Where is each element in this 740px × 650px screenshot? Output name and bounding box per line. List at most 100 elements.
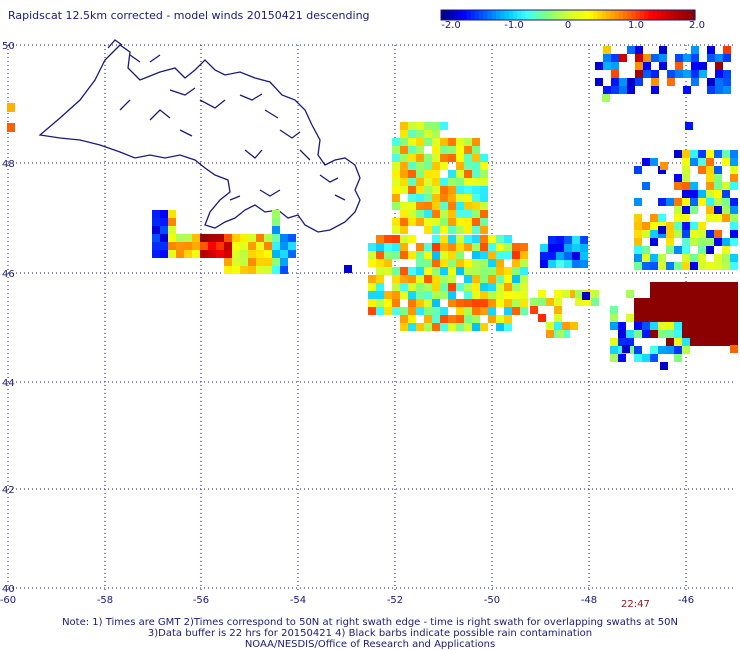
wind-cell xyxy=(416,243,424,251)
wind-cell xyxy=(572,252,580,260)
wind-cell xyxy=(464,259,472,267)
wind-cell xyxy=(408,275,416,283)
wind-cell xyxy=(626,290,634,298)
wind-cell xyxy=(658,282,666,290)
wind-cell xyxy=(480,162,488,170)
wind-cell xyxy=(690,314,698,322)
colorbar-label-1: -2.0 xyxy=(441,20,461,31)
wind-cell xyxy=(548,236,556,244)
wind-cell xyxy=(690,238,698,246)
wind-cell xyxy=(464,226,472,234)
wind-cell xyxy=(674,182,682,190)
wind-cell xyxy=(496,283,504,291)
wind-cell xyxy=(456,315,464,323)
wind-cell xyxy=(691,54,699,62)
wind-cell xyxy=(730,150,738,158)
wind-cell xyxy=(264,258,272,266)
wind-cell xyxy=(464,267,472,275)
wind-cell xyxy=(464,210,472,218)
wind-cell xyxy=(432,235,440,243)
wind-cell xyxy=(464,315,472,323)
wind-cell xyxy=(706,330,714,338)
wind-cell xyxy=(416,291,424,299)
wind-cell xyxy=(618,338,626,346)
wind-cell xyxy=(674,298,682,306)
wind-cell xyxy=(722,198,730,206)
wind-cell xyxy=(456,178,464,186)
wind-cell xyxy=(642,322,650,330)
wind-cell xyxy=(722,182,730,190)
wind-cell xyxy=(456,146,464,154)
wind-cell xyxy=(440,146,448,154)
lat-label: 44 xyxy=(2,378,15,389)
wind-cell xyxy=(546,330,554,338)
wind-cell xyxy=(666,330,674,338)
wind-cell xyxy=(424,122,432,130)
wind-cell xyxy=(480,194,488,202)
wind-cell xyxy=(682,254,690,262)
lon-label: -58 xyxy=(97,595,113,606)
wind-cell xyxy=(256,250,264,258)
lon-label: -54 xyxy=(290,595,306,606)
wind-cell xyxy=(376,307,384,315)
wind-cell xyxy=(546,322,554,330)
wind-cell xyxy=(432,122,440,130)
wind-cell xyxy=(682,158,690,166)
wind-cell xyxy=(232,258,240,266)
wind-cell xyxy=(530,306,538,314)
wind-cell xyxy=(611,78,619,86)
wind-cell xyxy=(556,330,564,338)
wind-cell xyxy=(642,246,650,254)
wind-cell xyxy=(634,330,642,338)
wind-cell xyxy=(496,267,504,275)
wind-cell xyxy=(424,307,432,315)
wind-cell xyxy=(496,243,504,251)
wind-cell xyxy=(392,226,400,234)
wind-cell xyxy=(248,242,256,250)
wind-cell xyxy=(464,202,472,210)
wind-cell xyxy=(603,62,611,70)
wind-cell xyxy=(674,230,682,238)
lon-label: -56 xyxy=(193,595,209,606)
wind-cell xyxy=(408,307,416,315)
wind-cell xyxy=(714,262,722,270)
wind-cell xyxy=(682,174,690,182)
grid-lines xyxy=(7,44,735,590)
wind-cell xyxy=(416,186,424,194)
wind-cell xyxy=(674,330,682,338)
wind-cell xyxy=(392,194,400,202)
wind-cell xyxy=(611,86,619,94)
wind-cell xyxy=(706,290,714,298)
wind-cell xyxy=(512,307,520,315)
wind-cell xyxy=(480,283,488,291)
wind-cell xyxy=(480,243,488,251)
wind-cell xyxy=(706,230,714,238)
wind-cell xyxy=(730,222,738,230)
wind-cell xyxy=(635,46,643,54)
wind-cell xyxy=(384,307,392,315)
wind-cell xyxy=(424,299,432,307)
wind-cell xyxy=(400,275,408,283)
wind-cell xyxy=(642,306,650,314)
wind-cell xyxy=(152,242,160,250)
wind-cell xyxy=(564,236,572,244)
wind-cell xyxy=(408,235,416,243)
wind-cell xyxy=(722,190,730,198)
wind-cell xyxy=(512,243,520,251)
wind-cell xyxy=(706,190,714,198)
wind-cell xyxy=(658,226,666,234)
wind-cell xyxy=(288,242,296,250)
wind-cell xyxy=(416,170,424,178)
wind-cell xyxy=(488,307,496,315)
wind-cell xyxy=(480,275,488,283)
wind-cell xyxy=(408,170,416,178)
wind-cell xyxy=(280,258,288,266)
wind-cell xyxy=(448,315,456,323)
wind-cell xyxy=(595,78,603,86)
wind-cell xyxy=(714,150,722,158)
wind-cell xyxy=(392,154,400,162)
wind-cell xyxy=(448,226,456,234)
wind-cell xyxy=(698,322,706,330)
wind-cell xyxy=(698,290,706,298)
wind-cell xyxy=(432,202,440,210)
